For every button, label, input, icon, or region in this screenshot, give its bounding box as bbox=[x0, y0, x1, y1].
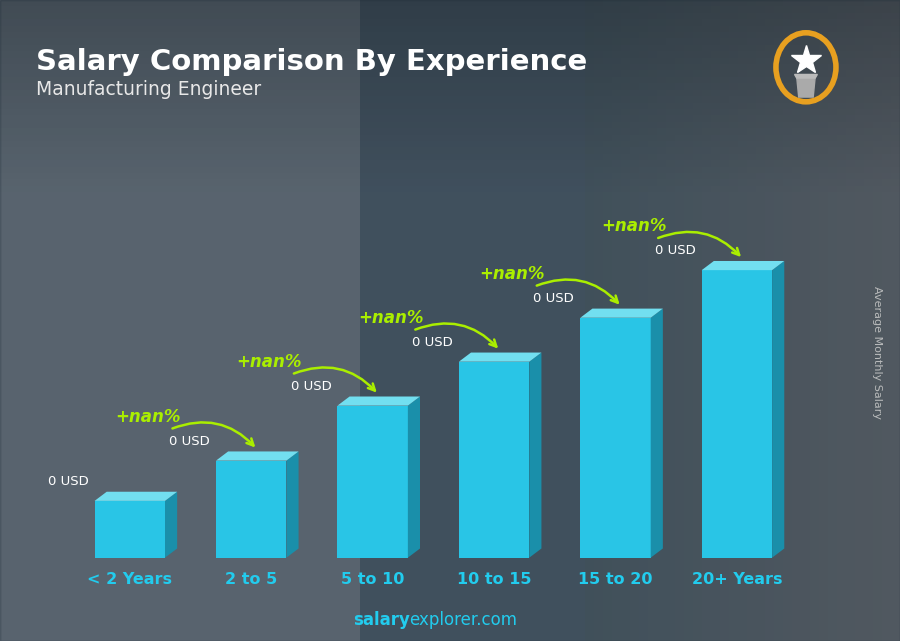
Bar bbox=[94, 501, 165, 558]
Text: salary: salary bbox=[353, 611, 410, 629]
Polygon shape bbox=[795, 74, 817, 78]
Polygon shape bbox=[772, 261, 784, 558]
Text: +nan%: +nan% bbox=[115, 408, 181, 426]
Text: +nan%: +nan% bbox=[237, 353, 302, 371]
Polygon shape bbox=[580, 308, 663, 318]
Polygon shape bbox=[796, 76, 815, 97]
Text: +nan%: +nan% bbox=[358, 309, 424, 327]
Bar bbox=[580, 318, 651, 558]
Text: +nan%: +nan% bbox=[480, 265, 545, 283]
Text: 0 USD: 0 USD bbox=[291, 380, 331, 393]
Text: explorer.com: explorer.com bbox=[410, 611, 518, 629]
Polygon shape bbox=[459, 353, 542, 362]
Text: 0 USD: 0 USD bbox=[534, 292, 574, 305]
Polygon shape bbox=[338, 397, 420, 406]
Polygon shape bbox=[702, 261, 784, 270]
Text: +nan%: +nan% bbox=[601, 217, 667, 235]
Polygon shape bbox=[216, 451, 299, 461]
Bar bbox=[216, 461, 286, 558]
Text: 0 USD: 0 USD bbox=[169, 435, 210, 448]
Text: Salary Comparison By Experience: Salary Comparison By Experience bbox=[36, 48, 587, 76]
Bar bbox=[338, 406, 408, 558]
Polygon shape bbox=[529, 353, 542, 558]
Text: 0 USD: 0 USD bbox=[412, 336, 453, 349]
Polygon shape bbox=[94, 492, 177, 501]
Polygon shape bbox=[651, 308, 663, 558]
Polygon shape bbox=[408, 397, 420, 558]
Bar bbox=[459, 362, 529, 558]
Text: 0 USD: 0 USD bbox=[48, 475, 88, 488]
Text: Average Monthly Salary: Average Monthly Salary bbox=[872, 286, 883, 419]
Bar bbox=[702, 270, 772, 558]
Text: 0 USD: 0 USD bbox=[655, 244, 696, 257]
Polygon shape bbox=[165, 492, 177, 558]
Polygon shape bbox=[286, 451, 299, 558]
Text: Manufacturing Engineer: Manufacturing Engineer bbox=[36, 80, 261, 99]
